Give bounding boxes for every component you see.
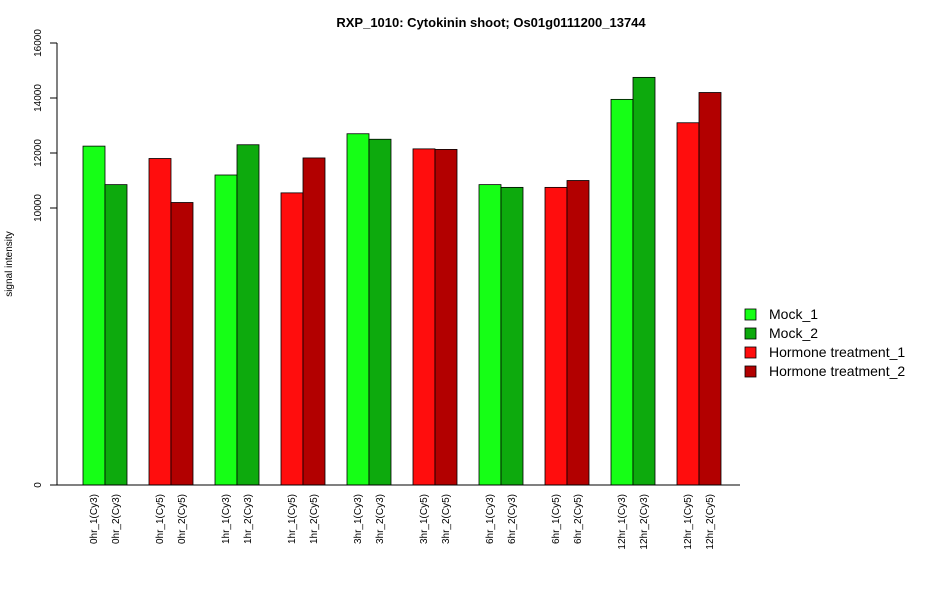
chart-title: RXP_1010: Cytokinin shoot; Os01g0111200_… [336,15,646,30]
y-axis: 0 10000 12000 14000 16000 [33,29,58,488]
bar [610,98,634,486]
y-tick-label: 10000 [33,194,44,222]
x-tick-label: 6hr_2(Cy5) [573,494,584,544]
bar [412,148,436,486]
x-tick-label: 1hr_1(Cy5) [287,494,298,544]
bar [214,174,238,486]
legend-swatch [744,365,757,378]
x-tick-label: 3hr_2(Cy3) [375,494,386,544]
x-tick-label: 1hr_2(Cy3) [243,494,254,544]
legend-swatch [744,327,757,340]
bar [302,157,326,486]
bar [280,192,304,486]
legend-label: Hormone treatment_1 [769,344,905,360]
x-tick-label: 3hr_1(Cy5) [419,494,430,544]
x-tick-label: 1hr_2(Cy5) [309,494,320,544]
legend-label: Mock_2 [769,325,818,341]
bar [170,202,194,486]
legend-swatch [744,308,757,321]
bar [434,149,458,486]
bar [566,180,590,486]
legend: Mock_1 Mock_2 Hormone treatment_1 Hormone t… [744,306,905,379]
x-tick-label: 12hr_1(Cy3) [617,494,628,550]
bar [632,76,656,486]
legend-label: Mock_1 [769,306,818,322]
bar [236,144,260,486]
bar [500,186,524,486]
y-tick-label: 0 [33,482,44,488]
bar [82,145,106,486]
legend-label: Hormone treatment_2 [769,363,905,379]
bar [698,92,722,486]
x-tick-label: 0hr_2(Cy5) [177,494,188,544]
legend-swatch [744,346,757,359]
bar [544,186,568,486]
x-tick-label: 0hr_1(Cy3) [89,494,100,544]
x-tick-label: 3hr_2(Cy5) [441,494,452,544]
x-tick-label: 0hr_2(Cy3) [111,494,122,544]
bar [148,158,172,486]
bar [104,184,128,486]
x-tick-label: 1hr_1(Cy3) [221,494,232,544]
x-tick-label: 6hr_1(Cy5) [551,494,562,544]
x-tick-label: 12hr_2(Cy5) [705,494,716,550]
bar [676,122,700,486]
bar [368,138,392,486]
x-tick-labels: 0hr_1(Cy3) 0hr_2(Cy3) 0hr_1(Cy5) 0hr_2(Cy5)… [89,494,716,550]
bar [478,184,502,486]
bars-group [82,76,722,486]
x-tick-label: 3hr_1(Cy3) [353,494,364,544]
bar [346,133,370,486]
y-tick-label: 16000 [33,29,44,57]
x-tick-label: 6hr_2(Cy3) [507,494,518,544]
x-tick-label: 0hr_1(Cy5) [155,494,166,544]
x-tick-label: 6hr_1(Cy3) [485,494,496,544]
x-tick-label: 12hr_1(Cy5) [683,494,694,550]
x-tick-label: 12hr_2(Cy3) [639,494,650,550]
y-tick-label: 14000 [33,84,44,112]
y-axis-label: signal intensity [4,231,15,297]
y-tick-label: 12000 [33,139,44,167]
